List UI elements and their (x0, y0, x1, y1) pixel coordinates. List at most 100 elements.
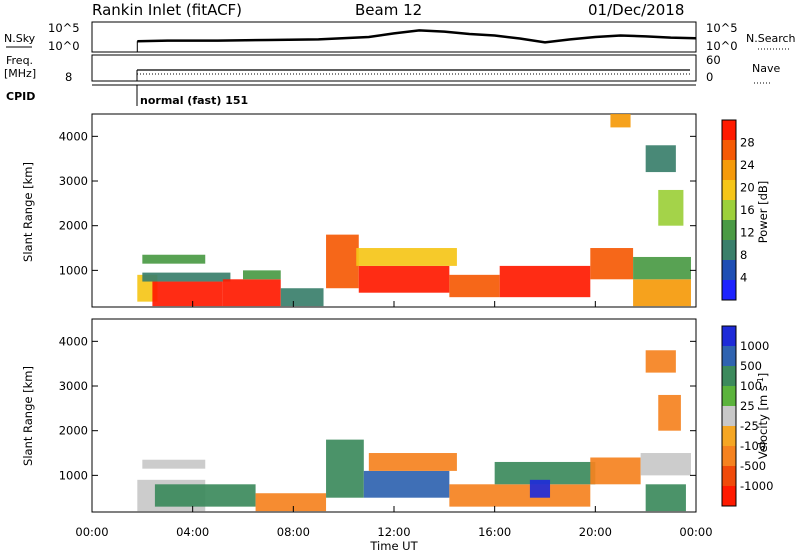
velocity-colorbar-swatch-7 (722, 466, 736, 487)
power-cell-4 (222, 279, 281, 307)
velocity-xlabel: Time UT (369, 539, 418, 553)
power-ytick-label-2: 3000 (59, 174, 88, 188)
power-cell-2 (142, 272, 231, 282)
noise-panel: N.Sky 10^5 10^0 10^5 10^0 N.Search (4, 21, 796, 53)
power-colorbar-swatch-1 (722, 140, 736, 161)
power-cell-6 (280, 288, 324, 307)
power-yticks: 1000 2000 3000 4000 (59, 129, 696, 277)
noise-left-tick-bottom: 10^0 (48, 39, 80, 53)
power-colorbar-tick-4: 12 (740, 226, 755, 240)
power-colorbar-tick-6: 4 (740, 271, 747, 285)
velocity-colorbar-tick-7: -1000 (740, 479, 773, 493)
noise-left-tick-top: 10^5 (48, 21, 80, 35)
velocity-yticks: 1000 2000 3000 4000 (59, 334, 696, 482)
power-colorbar-tick-5: 8 (740, 248, 747, 262)
power-colorbar-tick-1: 24 (740, 158, 755, 172)
freq-panel-frame (91, 54, 697, 82)
velocity-colorbar-swatch-6 (722, 446, 736, 467)
velocity-cell-7 (449, 484, 591, 507)
power-cell-12 (590, 248, 634, 280)
power-cell-14 (633, 256, 691, 280)
power-cell-16 (658, 189, 684, 226)
velocity-unit-exponent: -1 (756, 377, 765, 385)
velocity-colorbar-tick-2: 100 (740, 379, 762, 393)
velocity-cell-14 (645, 350, 676, 373)
velocity-cell-4 (326, 439, 364, 498)
power-cell-3 (142, 254, 206, 264)
velocity-colorbar-swatch-5 (722, 426, 736, 447)
power-cell-7 (326, 234, 359, 289)
velocity-cell-5 (363, 470, 450, 498)
velocity-colorbar-tick-3: 25 (740, 399, 755, 413)
velocity-colorbar-swatch-2 (722, 366, 736, 387)
velocity-cell-13 (658, 394, 681, 431)
power-colorbar-swatch-7 (722, 260, 736, 281)
velocity-cell-3 (255, 493, 327, 512)
power-colorbar-swatch-4 (722, 200, 736, 221)
velocity-ytick-label-1: 2000 (59, 424, 88, 438)
velocity-colorbar-tick-0: 1000 (740, 339, 769, 353)
power-cell-5 (243, 270, 281, 280)
velocity-colorbar-tick-6: -500 (740, 459, 766, 473)
power-cell-9 (356, 248, 457, 266)
velocity-cell-12 (645, 484, 686, 512)
freq-left-tick: 8 (65, 70, 72, 84)
velocity-cells (137, 350, 691, 512)
power-colorbar-swatch-3 (722, 180, 736, 201)
velocity-cell-6 (368, 453, 457, 471)
cpid-label: CPID (6, 90, 35, 103)
velocity-cell-10 (590, 457, 641, 485)
power-cell-15 (645, 145, 676, 173)
noise-right-tick-bottom: 10^0 (706, 39, 738, 53)
velocity-cell-8 (494, 461, 596, 485)
power-cell-13 (633, 279, 691, 307)
date-title: 01/Dec/2018 (588, 1, 684, 19)
power-colorbar-swatch-2 (722, 160, 736, 181)
power-colorbar-tick-2: 20 (740, 181, 755, 195)
velocity-ytick-label-0: 1000 (59, 468, 88, 482)
velocity-unit-close: ] (756, 373, 770, 378)
power-ytick-label-3: 4000 (59, 129, 88, 143)
power-colorbar-swatch-6 (722, 240, 736, 261)
power-cell-11 (499, 265, 591, 298)
power-colorbar-frame (721, 119, 737, 301)
velocity-ylabel: Slant Range [km] (21, 366, 35, 466)
xtick-label-2: 08:00 (277, 525, 310, 539)
nave-tick-bottom: 0 (706, 70, 713, 84)
beam-title: Beam 12 (355, 1, 422, 19)
noise-right-tick-top: 10^5 (706, 21, 738, 35)
velocity-colorbar-tick-1: 500 (740, 359, 762, 373)
xtick-label-3: 12:00 (377, 525, 410, 539)
velocity-colorbar-label-text: Velocity (756, 414, 770, 459)
power-panel: 1000 2000 3000 4000 Slant Range [km] (21, 113, 697, 308)
power-ylabel: Slant Range [km] (21, 162, 35, 262)
freq-panel: Freq. [MHz] 8 60 0 Nave (4, 53, 780, 84)
xtick-label-4: 16:00 (478, 525, 511, 539)
power-cell-8 (358, 265, 450, 293)
velocity-cell-9 (529, 479, 551, 498)
nave-label: Nave (752, 62, 780, 75)
velocity-colorbar-swatch-8 (722, 486, 736, 507)
velocity-cell-11 (640, 453, 691, 476)
power-colorbar-tick-3: 16 (740, 203, 755, 217)
power-cell-10 (449, 274, 500, 298)
velocity-colorbar-swatch-4 (722, 406, 736, 427)
power-cells (137, 114, 691, 307)
power-cell-1 (152, 281, 223, 307)
noise-series (136, 29, 697, 52)
xtick-label-6: 00:00 (679, 525, 712, 539)
station-title: Rankin Inlet (fitACF) (92, 1, 242, 19)
velocity-colorbar-frame (721, 325, 737, 507)
noise-sky-series (137, 29, 697, 44)
velocity-ytick-label-3: 4000 (59, 334, 88, 348)
power-colorbar-swatch-5 (722, 220, 736, 241)
cpid-mode-text: normal (fast) 151 (140, 94, 248, 107)
freq-label-line2: [MHz] (4, 67, 36, 80)
velocity-colorbar-swatch-1 (722, 346, 736, 367)
freq-label-line1: Freq. (6, 54, 33, 67)
power-colorbar-swatch-0 (722, 120, 736, 141)
velocity-colorbar-tick-4: -25 (740, 419, 759, 433)
velocity-colorbar: 1000 500 100 25 -25 -100 -500 -1000 (721, 325, 773, 507)
